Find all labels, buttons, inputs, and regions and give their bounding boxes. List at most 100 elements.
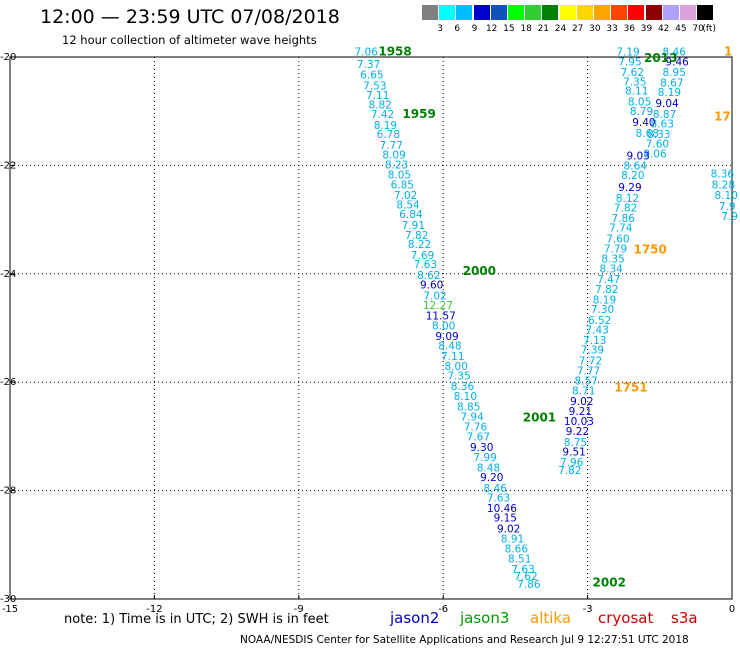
swh-value-label: 8.06 [643, 148, 667, 160]
swh-value-label: 8.57 [574, 376, 597, 388]
swh-value-label: 8.63 [651, 119, 674, 131]
pass-time-label: 2001 [523, 410, 556, 424]
swh-value-label: 7.63 [511, 564, 534, 576]
plot-frame [9, 56, 733, 600]
swh-value-label: 8.05 [628, 96, 651, 108]
pass-time-label: 17 [714, 110, 731, 124]
swh-value-label: 7.19 [616, 47, 639, 59]
swh-value-label: 7.62 [514, 571, 537, 583]
swh-value-label: 8.75 [564, 437, 587, 449]
color-scale-unit: (ft) [702, 24, 716, 34]
swh-value-label: 9.03 [626, 151, 649, 163]
swh-value-label: 9.09 [435, 331, 458, 343]
swh-value-label: 9.02 [570, 396, 593, 408]
swh-value-label: 8.36 [451, 381, 475, 393]
swh-value-label: 7.63 [414, 259, 437, 271]
color-swatch [645, 5, 663, 20]
pass-time-label: 1750 [633, 242, 666, 256]
swh-value-label: 7.35 [447, 371, 470, 383]
pass-time-label: 2000 [463, 264, 496, 278]
swh-value-label: 7.9 [719, 201, 736, 213]
color-swatch [490, 5, 508, 20]
color-scale-label: 30 [589, 24, 601, 34]
swh-value-label: 8.62 [417, 270, 440, 282]
swh-value-label: 7.02 [394, 190, 417, 202]
y-tick-label: -20 [0, 52, 16, 63]
swh-value-label: 9.51 [562, 447, 585, 459]
color-swatch [594, 5, 611, 20]
swh-value-label: 7.60 [646, 139, 669, 151]
swh-value-label: 8.33 [647, 129, 670, 141]
pass-time-label: 1959 [402, 107, 435, 121]
swh-value-label: 11.57 [426, 311, 456, 323]
color-scale-label: 15 [503, 24, 515, 34]
swh-value-label: 10.03 [564, 416, 594, 428]
swh-value-label: 8.35 [601, 254, 624, 266]
swh-value-label: 9.20 [480, 472, 503, 484]
swh-value-label: 8.91 [501, 533, 524, 545]
swh-value-label: 7.42 [371, 109, 394, 121]
swh-value-label: 8.10 [454, 391, 477, 403]
swh-value-label: 7.06 [354, 47, 378, 59]
swh-value-label: 8.11 [625, 86, 648, 98]
swh-value-label: 8.19 [374, 120, 397, 132]
swh-value-label: 6.78 [377, 129, 400, 141]
swh-value-label: 7.82 [614, 203, 637, 215]
swh-value-label: 7.53 [363, 81, 386, 93]
swh-value-label: 8.12 [616, 193, 639, 205]
swh-value-label: 7.76 [464, 422, 488, 434]
color-swatch [542, 5, 560, 20]
y-tick-label: -22 [0, 160, 16, 171]
swh-value-label: 7.77 [380, 140, 403, 152]
page-title: 12:00 — 23:59 UTC 07/08/2018 [40, 6, 340, 28]
swh-value-label: 8.36 [711, 169, 735, 181]
swh-value-label: 8.19 [593, 294, 616, 306]
swh-value-label: 7.82 [405, 230, 428, 242]
swh-value-label: 7.72 [579, 356, 602, 368]
y-tick-label: -24 [0, 269, 16, 280]
color-scale-label: 45 [675, 24, 687, 34]
swh-value-label: 7.79 [604, 243, 627, 255]
color-swatch [662, 5, 680, 20]
pass-time-label: 1958 [378, 45, 411, 59]
swh-value-label: 8.22 [408, 239, 431, 251]
color-scale-label: 9 [471, 24, 478, 34]
swh-value-label: 12.27 [423, 300, 453, 312]
color-swatch [525, 5, 543, 20]
swh-value-label: 7.67 [467, 431, 490, 443]
swh-value-label: 7.86 [517, 579, 541, 591]
swh-value-label: 7.82 [595, 284, 618, 296]
x-tick-label: -12 [146, 604, 162, 615]
color-scale-label: 6 [454, 24, 461, 34]
swh-value-label: 8.67 [660, 77, 683, 89]
y-tick-label: -26 [0, 377, 16, 388]
color-scale-label: 21 [537, 24, 550, 34]
swh-value-label: 7.95 [618, 56, 641, 68]
swh-value-label: 8.34 [599, 263, 623, 275]
swh-value-label: 7.9 [721, 211, 738, 223]
legend-jason3: jason3 [460, 609, 510, 627]
color-swatch [508, 5, 525, 20]
color-scale-label: 42 [657, 24, 670, 34]
color-swatch [456, 5, 474, 20]
swh-value-label: 8.71 [572, 385, 595, 397]
swh-value-label: 7.77 [577, 365, 600, 377]
color-swatch [576, 5, 594, 20]
color-scale-label: 33 [606, 24, 618, 34]
swh-value-label: 7.96 [560, 457, 584, 469]
swh-value-label: 7.37 [357, 59, 380, 71]
legend-altika: altika [530, 609, 572, 627]
swh-value-label: 7.94 [460, 411, 484, 423]
swh-value-label: 7.11 [366, 90, 389, 102]
swh-value-label: 7.69 [411, 250, 434, 262]
color-swatch [422, 5, 439, 20]
swh-value-label: 9.46 [665, 56, 689, 68]
color-swatch [611, 5, 629, 20]
swh-value-label: 9.40 [632, 117, 655, 129]
color-swatch [680, 5, 697, 20]
swh-value-label: 7.35 [623, 76, 646, 88]
swh-value-label: 8.00 [432, 320, 455, 332]
swh-value-label: 8.66 [505, 544, 529, 556]
color-scale-label: 24 [554, 24, 567, 34]
